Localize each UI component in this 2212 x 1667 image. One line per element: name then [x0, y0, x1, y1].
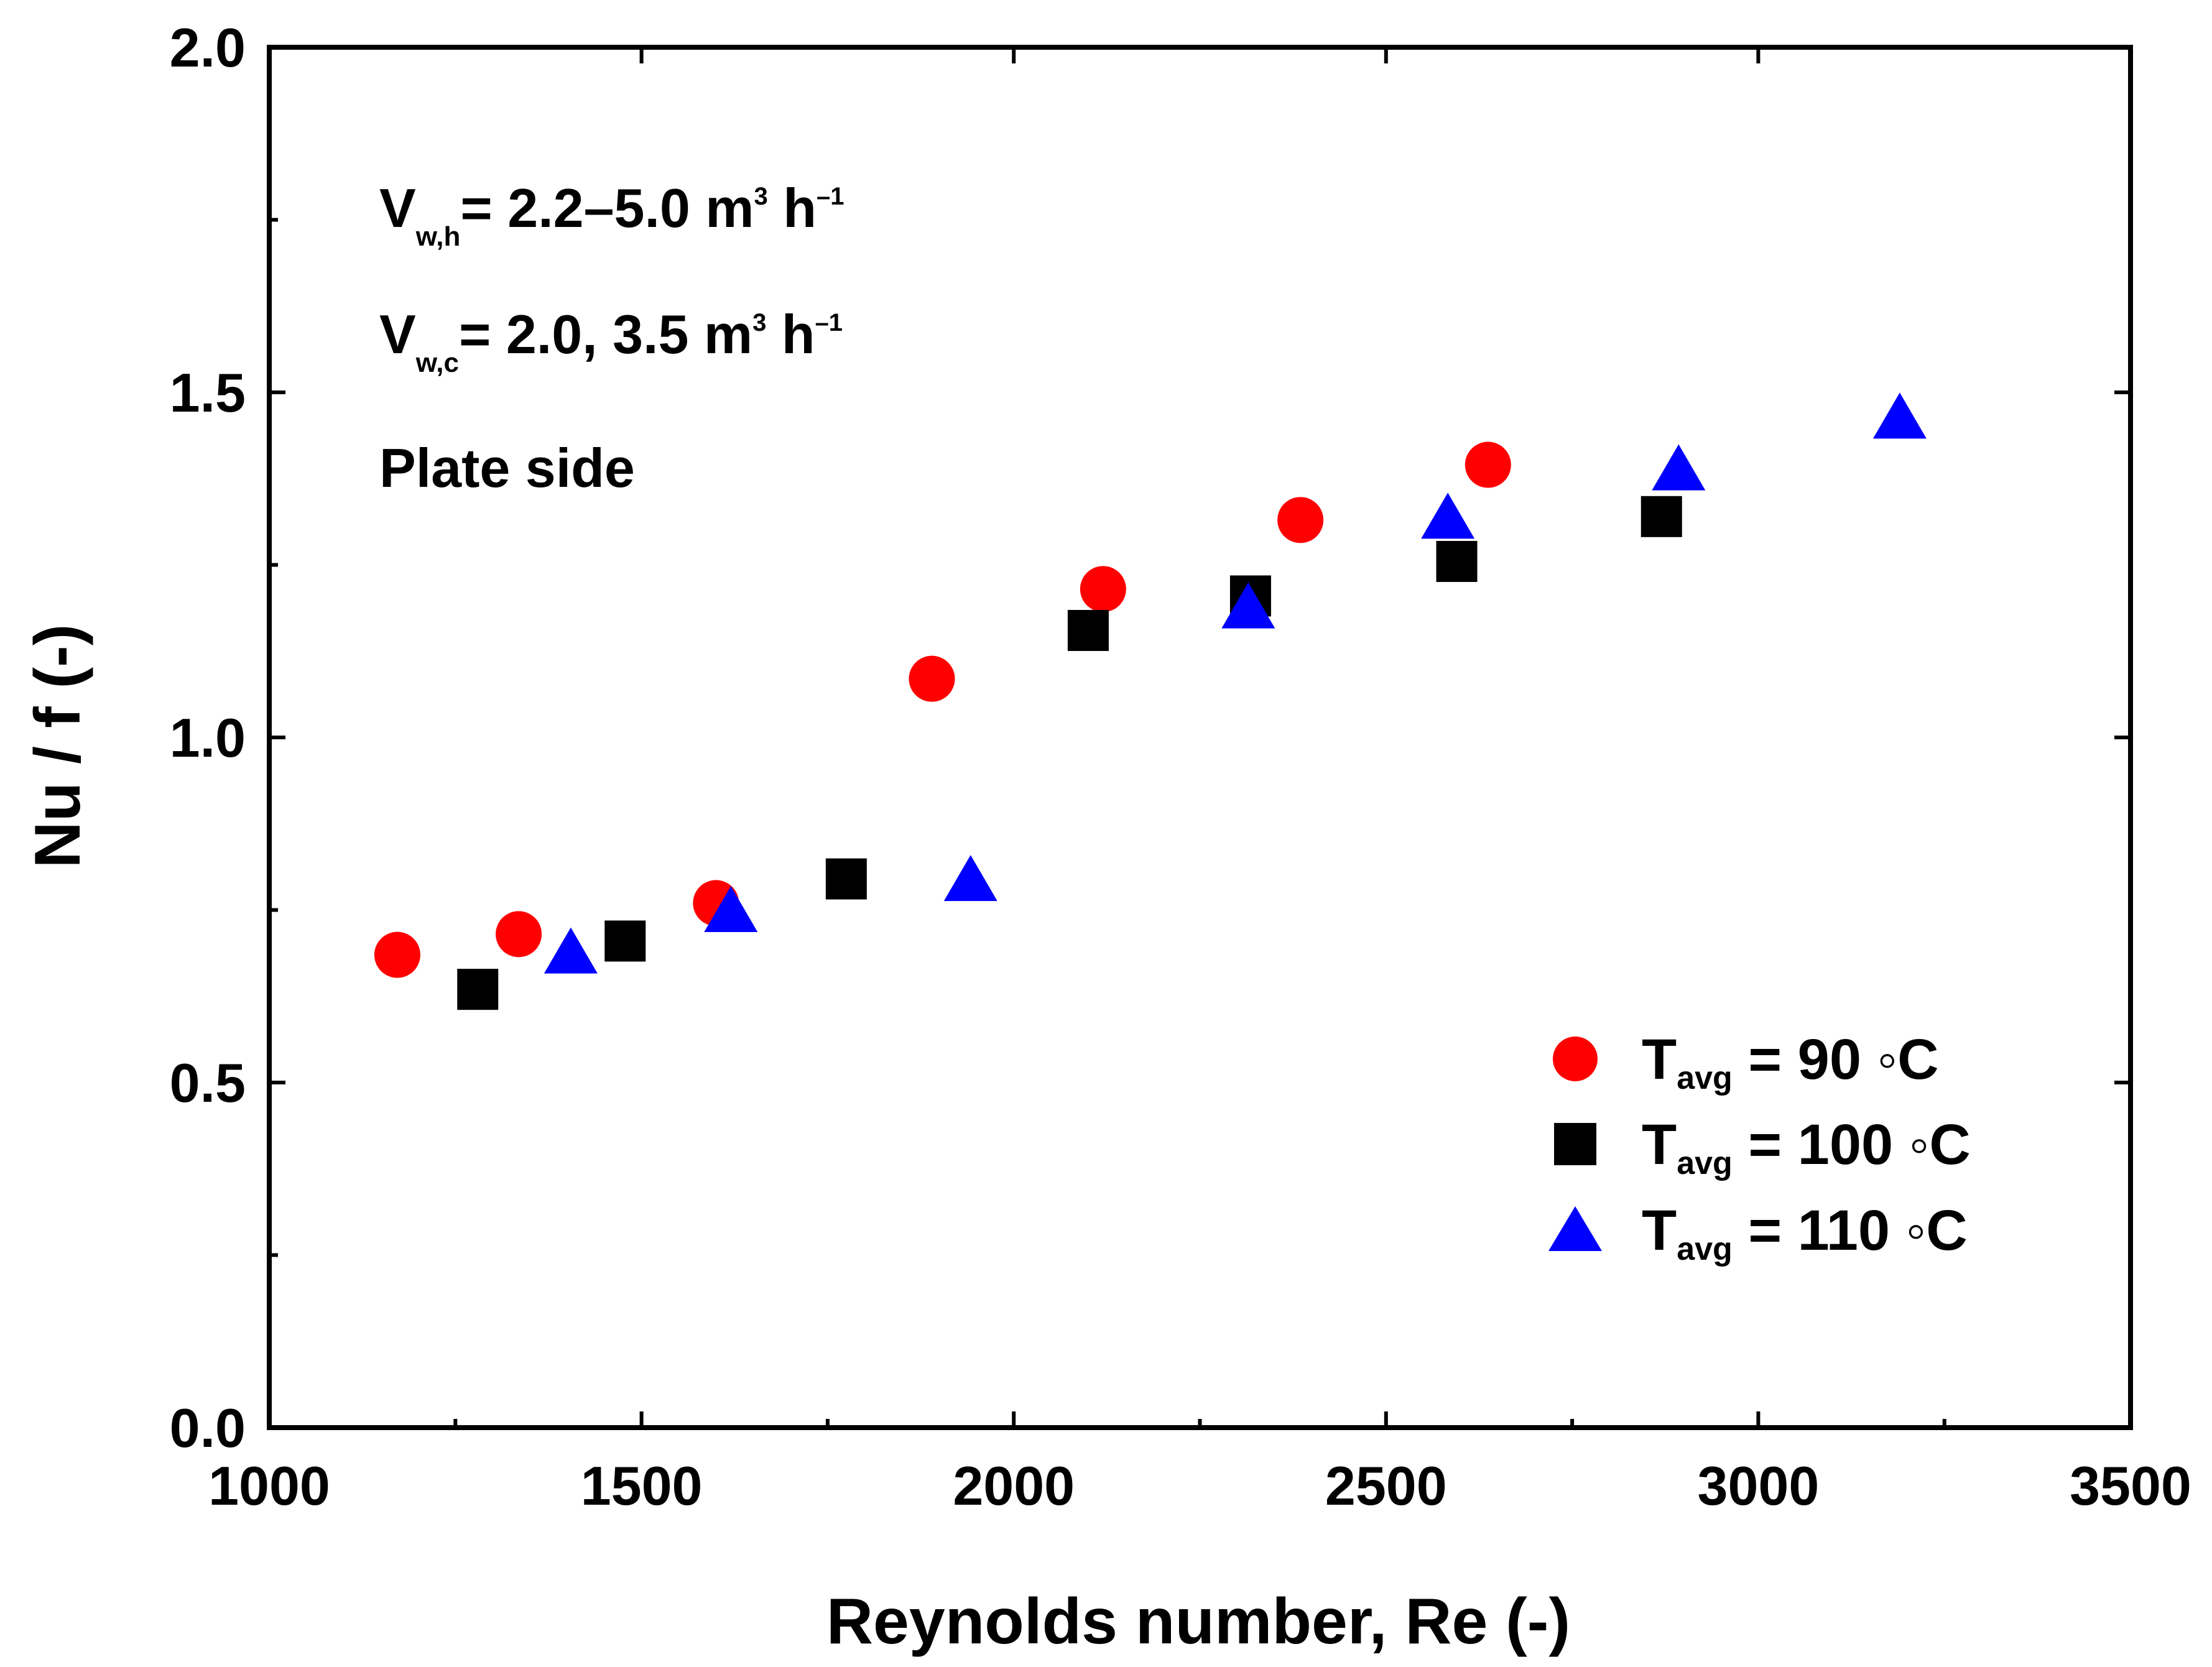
legend-label-110: Tavg = 110 ◦C	[1642, 1199, 1968, 1267]
annotation-cold-flow-unit-exponent: 3	[752, 309, 766, 336]
x-tick-label: 1000	[208, 1455, 330, 1517]
series-circle	[374, 441, 1511, 978]
data-point-circle	[1465, 441, 1511, 488]
annotation-hot-flow-unit: h	[768, 177, 817, 239]
annotation-plate-side: Plate side	[379, 437, 635, 499]
data-point-circle	[909, 655, 955, 702]
data-point-circle	[1080, 566, 1126, 612]
annotation-cold-flow-value: = 2.0, 3.5 m	[459, 303, 752, 365]
x-tick-label: 3500	[2070, 1455, 2191, 1517]
legend-marker-triangle	[1548, 1206, 1602, 1251]
annotation-hot-flow-unit-exponent: 3	[754, 183, 768, 210]
data-points	[374, 392, 1927, 1010]
axis-tick-labels: 1000 1500 2000 2500 3000 3500 0.0 0.5 1.0 1.5 2.0	[170, 17, 2191, 1517]
legend-label-110-value: = 110 ◦C	[1733, 1199, 1968, 1262]
plot-area-frame	[267, 45, 2133, 1430]
y-tick-label: 1.0	[170, 707, 246, 769]
data-point-triangle	[704, 886, 758, 933]
data-point-circle	[1277, 497, 1324, 543]
data-point-triangle	[1221, 582, 1275, 629]
x-tick-label: 1500	[581, 1455, 703, 1517]
y-axis-title: Nu / f (-)	[22, 624, 94, 869]
x-tick-label: 2500	[1325, 1455, 1447, 1517]
data-point-square	[1067, 609, 1109, 651]
x-axis-title: Reynolds number, Re (-)	[826, 1586, 1570, 1658]
legend-label-110-symbol: T	[1642, 1199, 1677, 1262]
data-point-triangle	[1421, 492, 1475, 539]
legend-label-90-subscript: avg	[1677, 1060, 1733, 1096]
y-tick-label: 0.0	[170, 1397, 246, 1459]
data-point-square	[1640, 496, 1682, 537]
x-tick-label: 2000	[953, 1455, 1075, 1517]
data-point-circle	[374, 931, 420, 978]
legend-label-100: Tavg = 100 ◦C	[1642, 1113, 1971, 1181]
y-tick-label: 2.0	[170, 17, 246, 78]
legend-marker-square	[1554, 1123, 1596, 1165]
condition-annotation: Vw,h= 2.2–5.0 m3 h–1 Vw,c= 2.0, 3.5 m3 h…	[379, 177, 845, 499]
legend-label-90-value: = 90 ◦C	[1733, 1028, 1939, 1091]
data-point-triangle	[544, 927, 598, 974]
legend-label-100-symbol: T	[1642, 1113, 1677, 1176]
legend: Tavg = 90 ◦C Tavg = 100 ◦C Tavg = 110 ◦C	[1548, 1028, 1971, 1267]
legend-label-100-value: = 100 ◦C	[1733, 1113, 1971, 1176]
annotation-hot-flow-value: = 2.2–5.0 m	[460, 177, 754, 239]
y-tick-label: 1.5	[170, 362, 246, 423]
legend-label-90-symbol: T	[1642, 1028, 1677, 1091]
annotation-cold-flow-symbol: V	[379, 303, 416, 365]
data-point-triangle	[1652, 444, 1706, 491]
data-point-triangle	[943, 855, 997, 902]
y-tick-label: 0.5	[170, 1052, 246, 1114]
legend-label-100-subscript: avg	[1677, 1145, 1733, 1181]
annotation-hot-flow: Vw,h= 2.2–5.0 m3 h–1	[379, 177, 845, 252]
data-point-circle	[496, 911, 542, 958]
data-point-triangle	[1872, 392, 1927, 439]
annotation-cold-flow: Vw,c= 2.0, 3.5 m3 h–1	[379, 303, 843, 378]
annotation-cold-flow-subscript: w,c	[415, 348, 459, 378]
annotation-hot-flow-subscript: w,h	[415, 221, 461, 252]
series-square	[457, 496, 1682, 1010]
x-tick-label: 3000	[1698, 1455, 1820, 1517]
data-point-square	[457, 969, 499, 1010]
annotation-hot-flow-unit-power: –1	[817, 183, 845, 210]
data-point-square	[604, 920, 646, 962]
annotation-hot-flow-symbol: V	[379, 177, 416, 239]
data-point-square	[1436, 540, 1478, 582]
annotation-cold-flow-unit-power: –1	[815, 309, 843, 336]
legend-label-110-subscript: avg	[1677, 1231, 1733, 1267]
data-point-square	[825, 858, 867, 900]
legend-label-90: Tavg = 90 ◦C	[1642, 1028, 1939, 1096]
series-triangle	[544, 392, 1927, 974]
annotation-cold-flow-unit: h	[766, 303, 815, 365]
legend-marker-circle	[1553, 1037, 1598, 1081]
